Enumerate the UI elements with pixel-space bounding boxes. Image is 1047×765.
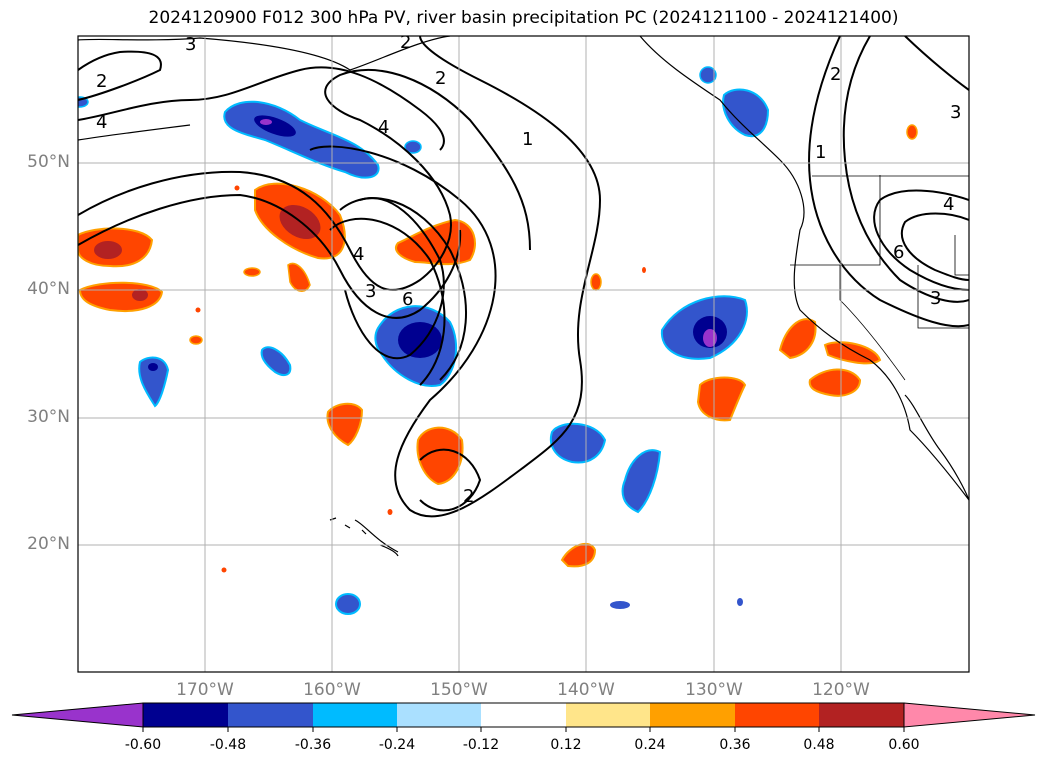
lon-label-130w: 130°W (685, 680, 743, 700)
precip-negative-anomalies (78, 66, 770, 615)
lon-label-120w: 120°W (812, 680, 870, 700)
contour-label: 1 (815, 142, 826, 163)
colorbar-tick-label: -0.12 (462, 737, 500, 753)
contour-label: 2 (435, 68, 446, 89)
colorbar-extend-low (11, 702, 144, 728)
contour-label: 6 (402, 289, 413, 310)
gridlines (78, 36, 969, 672)
map-title: 2024120900 F012 300 hPa PV, river basin … (148, 8, 899, 28)
contour-label: 4 (378, 117, 389, 138)
colorbar-tick-label: 0.24 (634, 737, 666, 753)
contour-labels: 3 2 4 2 2 4 1 2 4 3 1 6 4 3 3 6 2 (96, 32, 961, 507)
lat-label-40: 40°N (27, 279, 70, 299)
contour-label: 2 (400, 32, 411, 53)
colorbar-tick-label: 0.36 (719, 737, 751, 753)
pv-contours (78, 36, 969, 518)
contour-label: 3 (365, 281, 376, 302)
borders (790, 175, 969, 381)
contour-label: 4 (96, 112, 107, 133)
colorbar-extend-high (903, 702, 1036, 728)
contour-label: 4 (943, 194, 954, 215)
colorbar-tick-label: 0.48 (803, 737, 835, 753)
contour-label: 6 (893, 242, 904, 263)
colorbar-tick-label: -0.60 (124, 737, 162, 753)
lon-label-140w: 140°W (557, 680, 615, 700)
contour-label: 2 (463, 486, 474, 507)
lat-label-20: 20°N (27, 534, 70, 554)
lat-label-50: 50°N (27, 152, 70, 172)
colorbar (11, 702, 1036, 732)
lon-label-160w: 160°W (303, 680, 361, 700)
contour-label: 1 (522, 129, 533, 150)
lat-label-30: 30°N (27, 407, 70, 427)
contour-label: 3 (950, 102, 961, 123)
coastlines (78, 36, 969, 557)
map-frame (77, 35, 970, 673)
colorbar-tick-label: -0.36 (294, 737, 332, 753)
contour-label: 4 (353, 244, 364, 265)
contour-label: 2 (96, 71, 107, 92)
colorbar-tick-label: 0.12 (550, 737, 582, 753)
contour-label: 3 (185, 34, 196, 55)
lon-label-170w: 170°W (176, 680, 234, 700)
lon-label-150w: 150°W (430, 680, 488, 700)
precip-positive-anomalies (78, 124, 918, 573)
colorbar-tick-label: -0.48 (209, 737, 247, 753)
colorbar-tick-label: 0.60 (888, 737, 920, 753)
colorbar-tick-label: -0.24 (378, 737, 416, 753)
contour-label: 2 (830, 64, 841, 85)
contour-label: 3 (930, 288, 941, 309)
